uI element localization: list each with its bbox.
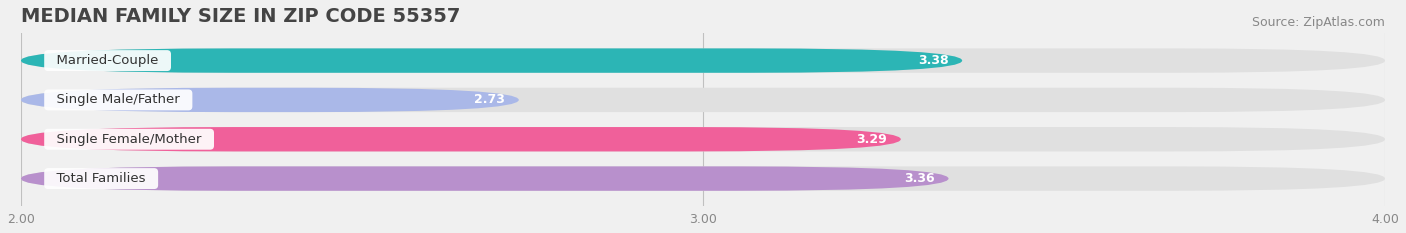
FancyBboxPatch shape bbox=[21, 88, 1385, 112]
FancyBboxPatch shape bbox=[21, 166, 949, 191]
Text: Single Female/Mother: Single Female/Mother bbox=[48, 133, 209, 146]
Text: Source: ZipAtlas.com: Source: ZipAtlas.com bbox=[1251, 16, 1385, 29]
FancyBboxPatch shape bbox=[21, 166, 1385, 191]
FancyBboxPatch shape bbox=[21, 88, 519, 112]
FancyBboxPatch shape bbox=[21, 127, 901, 151]
Text: 2.73: 2.73 bbox=[474, 93, 505, 106]
FancyBboxPatch shape bbox=[21, 48, 962, 73]
FancyBboxPatch shape bbox=[21, 127, 1385, 151]
FancyBboxPatch shape bbox=[21, 48, 1385, 73]
Text: 3.29: 3.29 bbox=[856, 133, 887, 146]
Text: MEDIAN FAMILY SIZE IN ZIP CODE 55357: MEDIAN FAMILY SIZE IN ZIP CODE 55357 bbox=[21, 7, 460, 26]
Text: 3.38: 3.38 bbox=[918, 54, 949, 67]
Text: Single Male/Father: Single Male/Father bbox=[48, 93, 188, 106]
Text: Married-Couple: Married-Couple bbox=[48, 54, 167, 67]
Text: Total Families: Total Families bbox=[48, 172, 155, 185]
Text: 3.36: 3.36 bbox=[904, 172, 935, 185]
